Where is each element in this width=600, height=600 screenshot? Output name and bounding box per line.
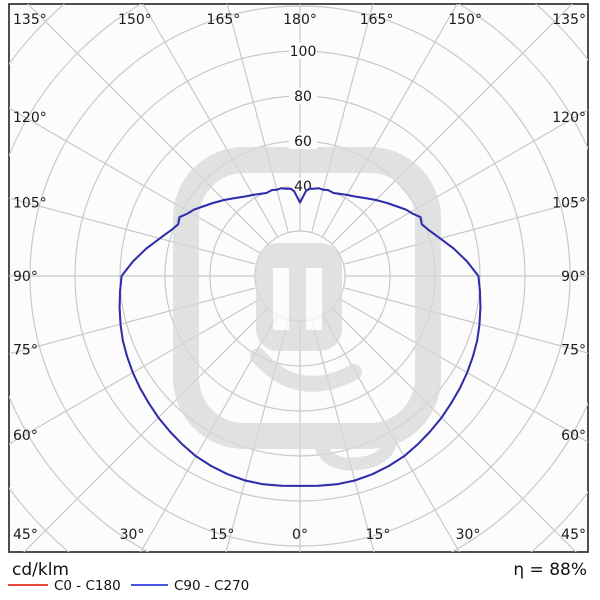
grid-spoke xyxy=(27,4,269,245)
grid-spoke xyxy=(343,287,588,354)
angle-label: 135° xyxy=(552,12,586,28)
angle-label: 75° xyxy=(13,343,38,359)
watermark-slot-right xyxy=(306,268,322,330)
radial-label-mask xyxy=(289,178,317,194)
radial-label: 100 xyxy=(290,44,317,60)
angle-label: 45° xyxy=(13,527,38,543)
curve-C90-C270 xyxy=(118,187,482,487)
angle-label: 120° xyxy=(13,110,47,126)
grid-spoke xyxy=(9,107,262,255)
grid-spoke xyxy=(343,198,588,265)
watermark-logo xyxy=(173,147,441,471)
angle-label: 120° xyxy=(552,110,586,126)
angle-label: 150° xyxy=(448,12,482,28)
watermark-tail xyxy=(311,421,398,471)
watermark-smile xyxy=(250,348,362,392)
grid-spoke xyxy=(225,319,289,552)
grid-spoke xyxy=(139,314,279,552)
watermark-outline xyxy=(173,147,441,449)
grid-spoke xyxy=(23,307,269,552)
unit-label: cd/klm xyxy=(12,560,69,580)
radial-label: 60 xyxy=(294,134,312,150)
angle-label: 15° xyxy=(210,527,235,543)
intensity-curves xyxy=(118,187,482,487)
angle-label: 0° xyxy=(292,527,308,543)
grid-spoke xyxy=(331,307,577,552)
watermark-center-blob xyxy=(256,243,342,351)
angle-label: 75° xyxy=(561,343,586,359)
angle-label: 90° xyxy=(561,269,586,285)
grid-spoke xyxy=(9,297,262,445)
legend-label-c90-c270: C90 - C270 xyxy=(174,578,249,594)
angle-label: 90° xyxy=(13,269,38,285)
grid-spoke xyxy=(338,109,588,255)
radial-label: 40 xyxy=(294,179,312,195)
radial-label-mask xyxy=(289,88,317,104)
angle-label: 30° xyxy=(456,527,481,543)
angle-label: 105° xyxy=(552,195,586,211)
angle-label: 45° xyxy=(561,527,586,543)
angle-label: 135° xyxy=(13,12,47,28)
angle-label: 60° xyxy=(561,428,586,444)
angle-label: 60° xyxy=(13,428,38,444)
legend-label-c0-c180: C0 - C180 xyxy=(54,578,121,594)
grid-spoke xyxy=(142,4,279,238)
grid-spoke xyxy=(338,297,588,443)
watermark-slot-left xyxy=(273,268,289,330)
radial-label: 80 xyxy=(294,89,312,105)
angle-label: 150° xyxy=(118,12,152,28)
radial-label-mask xyxy=(289,43,317,59)
angle-label: 15° xyxy=(366,527,391,543)
angle-labels: 135° 150° 165° 180° 165° 150° 135° 120° 105° 90° 7… xyxy=(13,12,586,543)
grid-spoke xyxy=(321,4,458,238)
radial-label-mask xyxy=(289,133,317,149)
efficiency-label: η = 88% xyxy=(513,560,587,580)
angle-label: 30° xyxy=(120,527,145,543)
angle-label: 105° xyxy=(13,195,47,211)
grid-spoke xyxy=(331,4,573,245)
angle-label: 180° xyxy=(283,12,317,28)
angle-label: 165° xyxy=(207,12,241,28)
angle-label: 165° xyxy=(360,12,394,28)
